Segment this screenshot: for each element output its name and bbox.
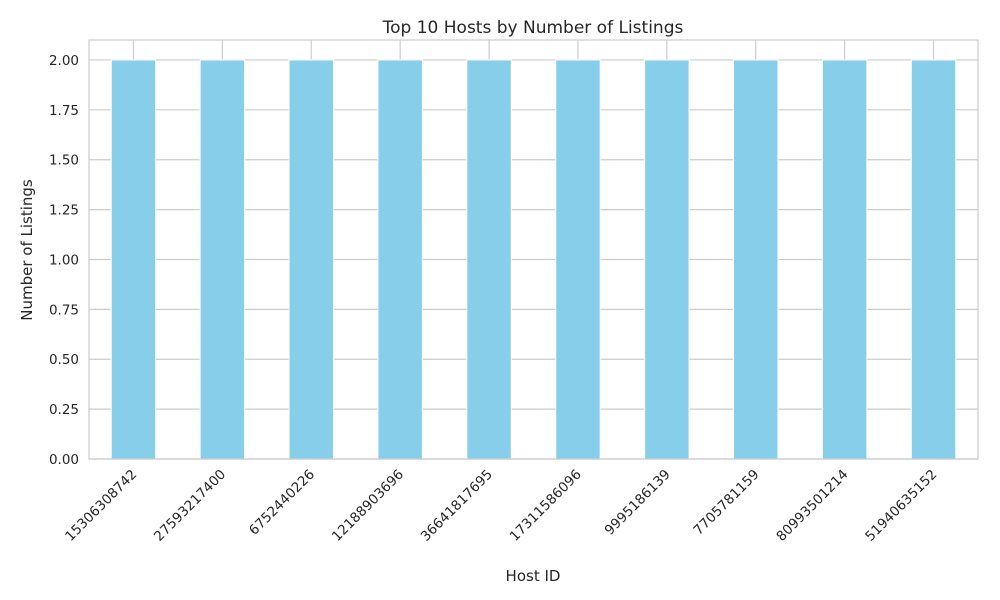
x-tick-label: 15306308742 bbox=[62, 467, 140, 545]
bar-6752440226 bbox=[288, 59, 334, 460]
x-tick-label: 9995186139 bbox=[602, 467, 674, 539]
bar-17311586096 bbox=[555, 59, 601, 460]
x-tick-label: 17311586096 bbox=[507, 467, 585, 545]
bar-9995186139 bbox=[644, 59, 690, 460]
bar-80993501214 bbox=[821, 59, 868, 460]
x-tick-label: 7705781159 bbox=[691, 467, 763, 539]
bar-27593217400 bbox=[199, 59, 246, 460]
x-axis-label: Host ID bbox=[506, 567, 561, 585]
bar-15306308742 bbox=[110, 59, 157, 460]
y-tick-label: 0.00 bbox=[49, 452, 79, 468]
y-tick-label: 0.75 bbox=[49, 302, 79, 318]
y-tick-label: 1.00 bbox=[49, 252, 79, 268]
bar-51940635152 bbox=[910, 59, 957, 460]
x-tick-label: 36641817695 bbox=[418, 467, 496, 545]
y-axis-label: Number of Listings bbox=[18, 179, 36, 321]
x-tick-labels: 15306308742 27593217400 6752440226 12188903… bbox=[62, 467, 940, 545]
x-tick-label: 27593217400 bbox=[151, 467, 229, 545]
bars bbox=[110, 59, 957, 460]
plot-frame bbox=[88, 39, 979, 460]
bar-7705781159 bbox=[733, 59, 779, 460]
y-tick-label: 1.25 bbox=[49, 203, 79, 219]
y-tick-label: 2.00 bbox=[49, 53, 79, 69]
chart-title: Top 10 Hosts by Number of Listings bbox=[382, 18, 684, 38]
y-tick-label: 0.50 bbox=[49, 352, 79, 368]
bar-36641817695 bbox=[466, 59, 512, 460]
y-tick-labels: 0.00 0.25 0.50 0.75 1.00 1.25 1.50 1.75 2.00 bbox=[49, 53, 79, 468]
y-tick-label: 1.75 bbox=[49, 103, 79, 119]
x-tick-label: 6752440226 bbox=[246, 467, 318, 539]
x-tick-label: 12188903696 bbox=[329, 467, 407, 545]
x-tick-label: 51940635152 bbox=[862, 467, 940, 545]
bar-12188903696 bbox=[377, 59, 423, 460]
y-tick-label: 0.25 bbox=[49, 402, 79, 418]
x-tick-label: 80993501214 bbox=[773, 467, 851, 545]
y-tick-label: 1.50 bbox=[49, 153, 79, 169]
